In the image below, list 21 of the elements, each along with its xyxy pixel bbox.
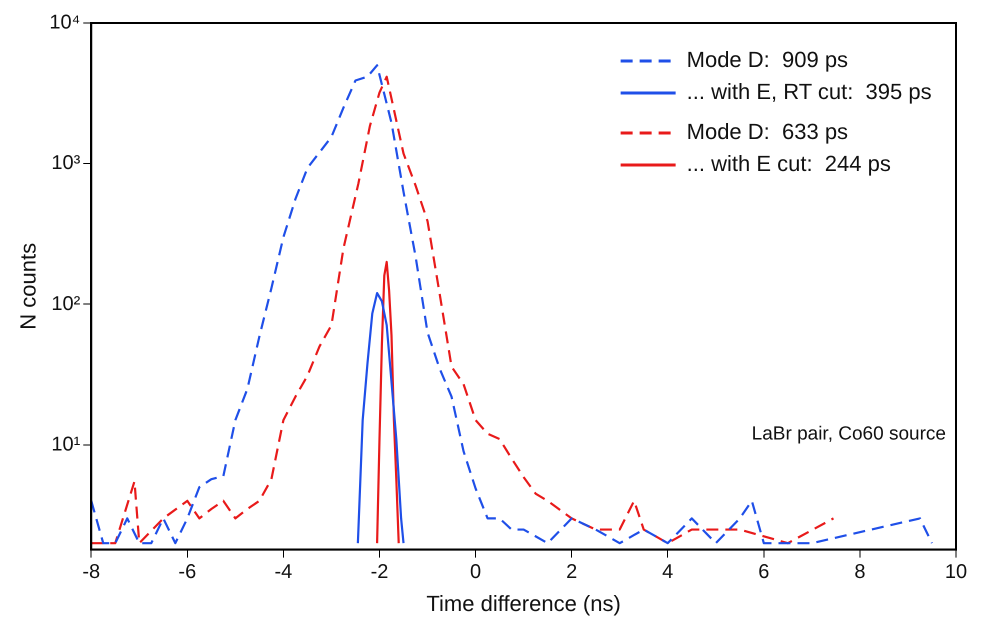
x-tick-label: 8 — [854, 561, 866, 584]
y-tick-label: 10³ — [51, 152, 81, 174]
y-axis-title: N counts — [15, 242, 40, 330]
x-tick-label: -8 — [82, 561, 100, 584]
x-tick-label: -2 — [370, 561, 388, 584]
x-tick-label: 10 — [944, 561, 968, 584]
y-tick-label: 10⁴ — [49, 12, 80, 34]
x-tick-label: -6 — [178, 561, 196, 584]
y-tick-label: 10¹ — [51, 433, 81, 456]
x-tick-label: 6 — [758, 561, 770, 584]
x-tick-label: -4 — [274, 561, 292, 584]
legend-label: Mode D: 909 ps — [686, 47, 848, 72]
legend-label: ... with E, RT cut: 395 ps — [686, 79, 932, 104]
x-tick-label: 0 — [470, 561, 482, 584]
x-tick-label: 2 — [566, 561, 578, 584]
annotation: LaBr pair, Co60 source — [752, 424, 946, 445]
y-tick-label: 10² — [51, 292, 81, 315]
x-tick-label: 4 — [662, 561, 674, 584]
x-axis-title: Time difference (ns) — [426, 590, 621, 616]
legend-label: ... with E cut: 244 ps — [686, 151, 891, 176]
legend-label: Mode D: 633 ps — [686, 119, 848, 144]
